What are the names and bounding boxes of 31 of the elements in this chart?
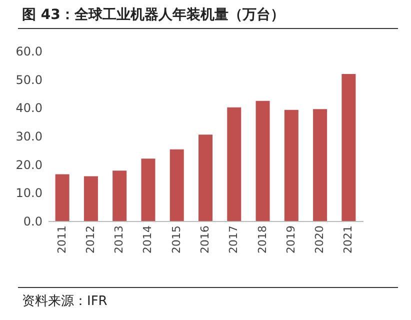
- x-tick-label: 2017: [227, 226, 240, 254]
- y-tick-label: 20.0: [16, 158, 42, 172]
- bar: [342, 74, 356, 221]
- text: 资料来源：IFR: [22, 293, 108, 310]
- bar: [141, 158, 156, 221]
- y-tick-label: 30.0: [16, 130, 42, 144]
- x-tick-label: 2014: [141, 226, 154, 254]
- y-tick-label: 10.0: [16, 186, 42, 200]
- bar: [284, 110, 298, 221]
- bar: [84, 176, 98, 221]
- bar: [313, 109, 328, 221]
- y-tick-label: 40.0: [16, 101, 42, 116]
- bar: [227, 107, 242, 221]
- x-tick-label: 2020: [313, 226, 326, 254]
- x-tick-label: 2021: [342, 226, 355, 254]
- bar: [256, 100, 270, 221]
- x-tick-label: 2012: [84, 226, 97, 254]
- y-tick-label: 50.0: [16, 72, 42, 87]
- bar: [170, 149, 184, 221]
- bar: [112, 170, 127, 221]
- x-tick-label: 2011: [55, 226, 68, 254]
- y-tick-label: 0.0: [23, 214, 42, 228]
- x-tick-label: 2015: [170, 226, 183, 254]
- x-tick-label: 2018: [256, 226, 269, 254]
- chart-title: 图 43：全球工业机器人年装机量（万台）: [22, 6, 284, 24]
- x-tick-label: 2016: [198, 226, 212, 254]
- bar: [198, 134, 212, 221]
- x-tick-label: 2019: [284, 226, 298, 254]
- x-tick-label: 2013: [112, 226, 126, 254]
- y-tick-label: 60.0: [16, 44, 42, 58]
- bar: [55, 174, 70, 221]
